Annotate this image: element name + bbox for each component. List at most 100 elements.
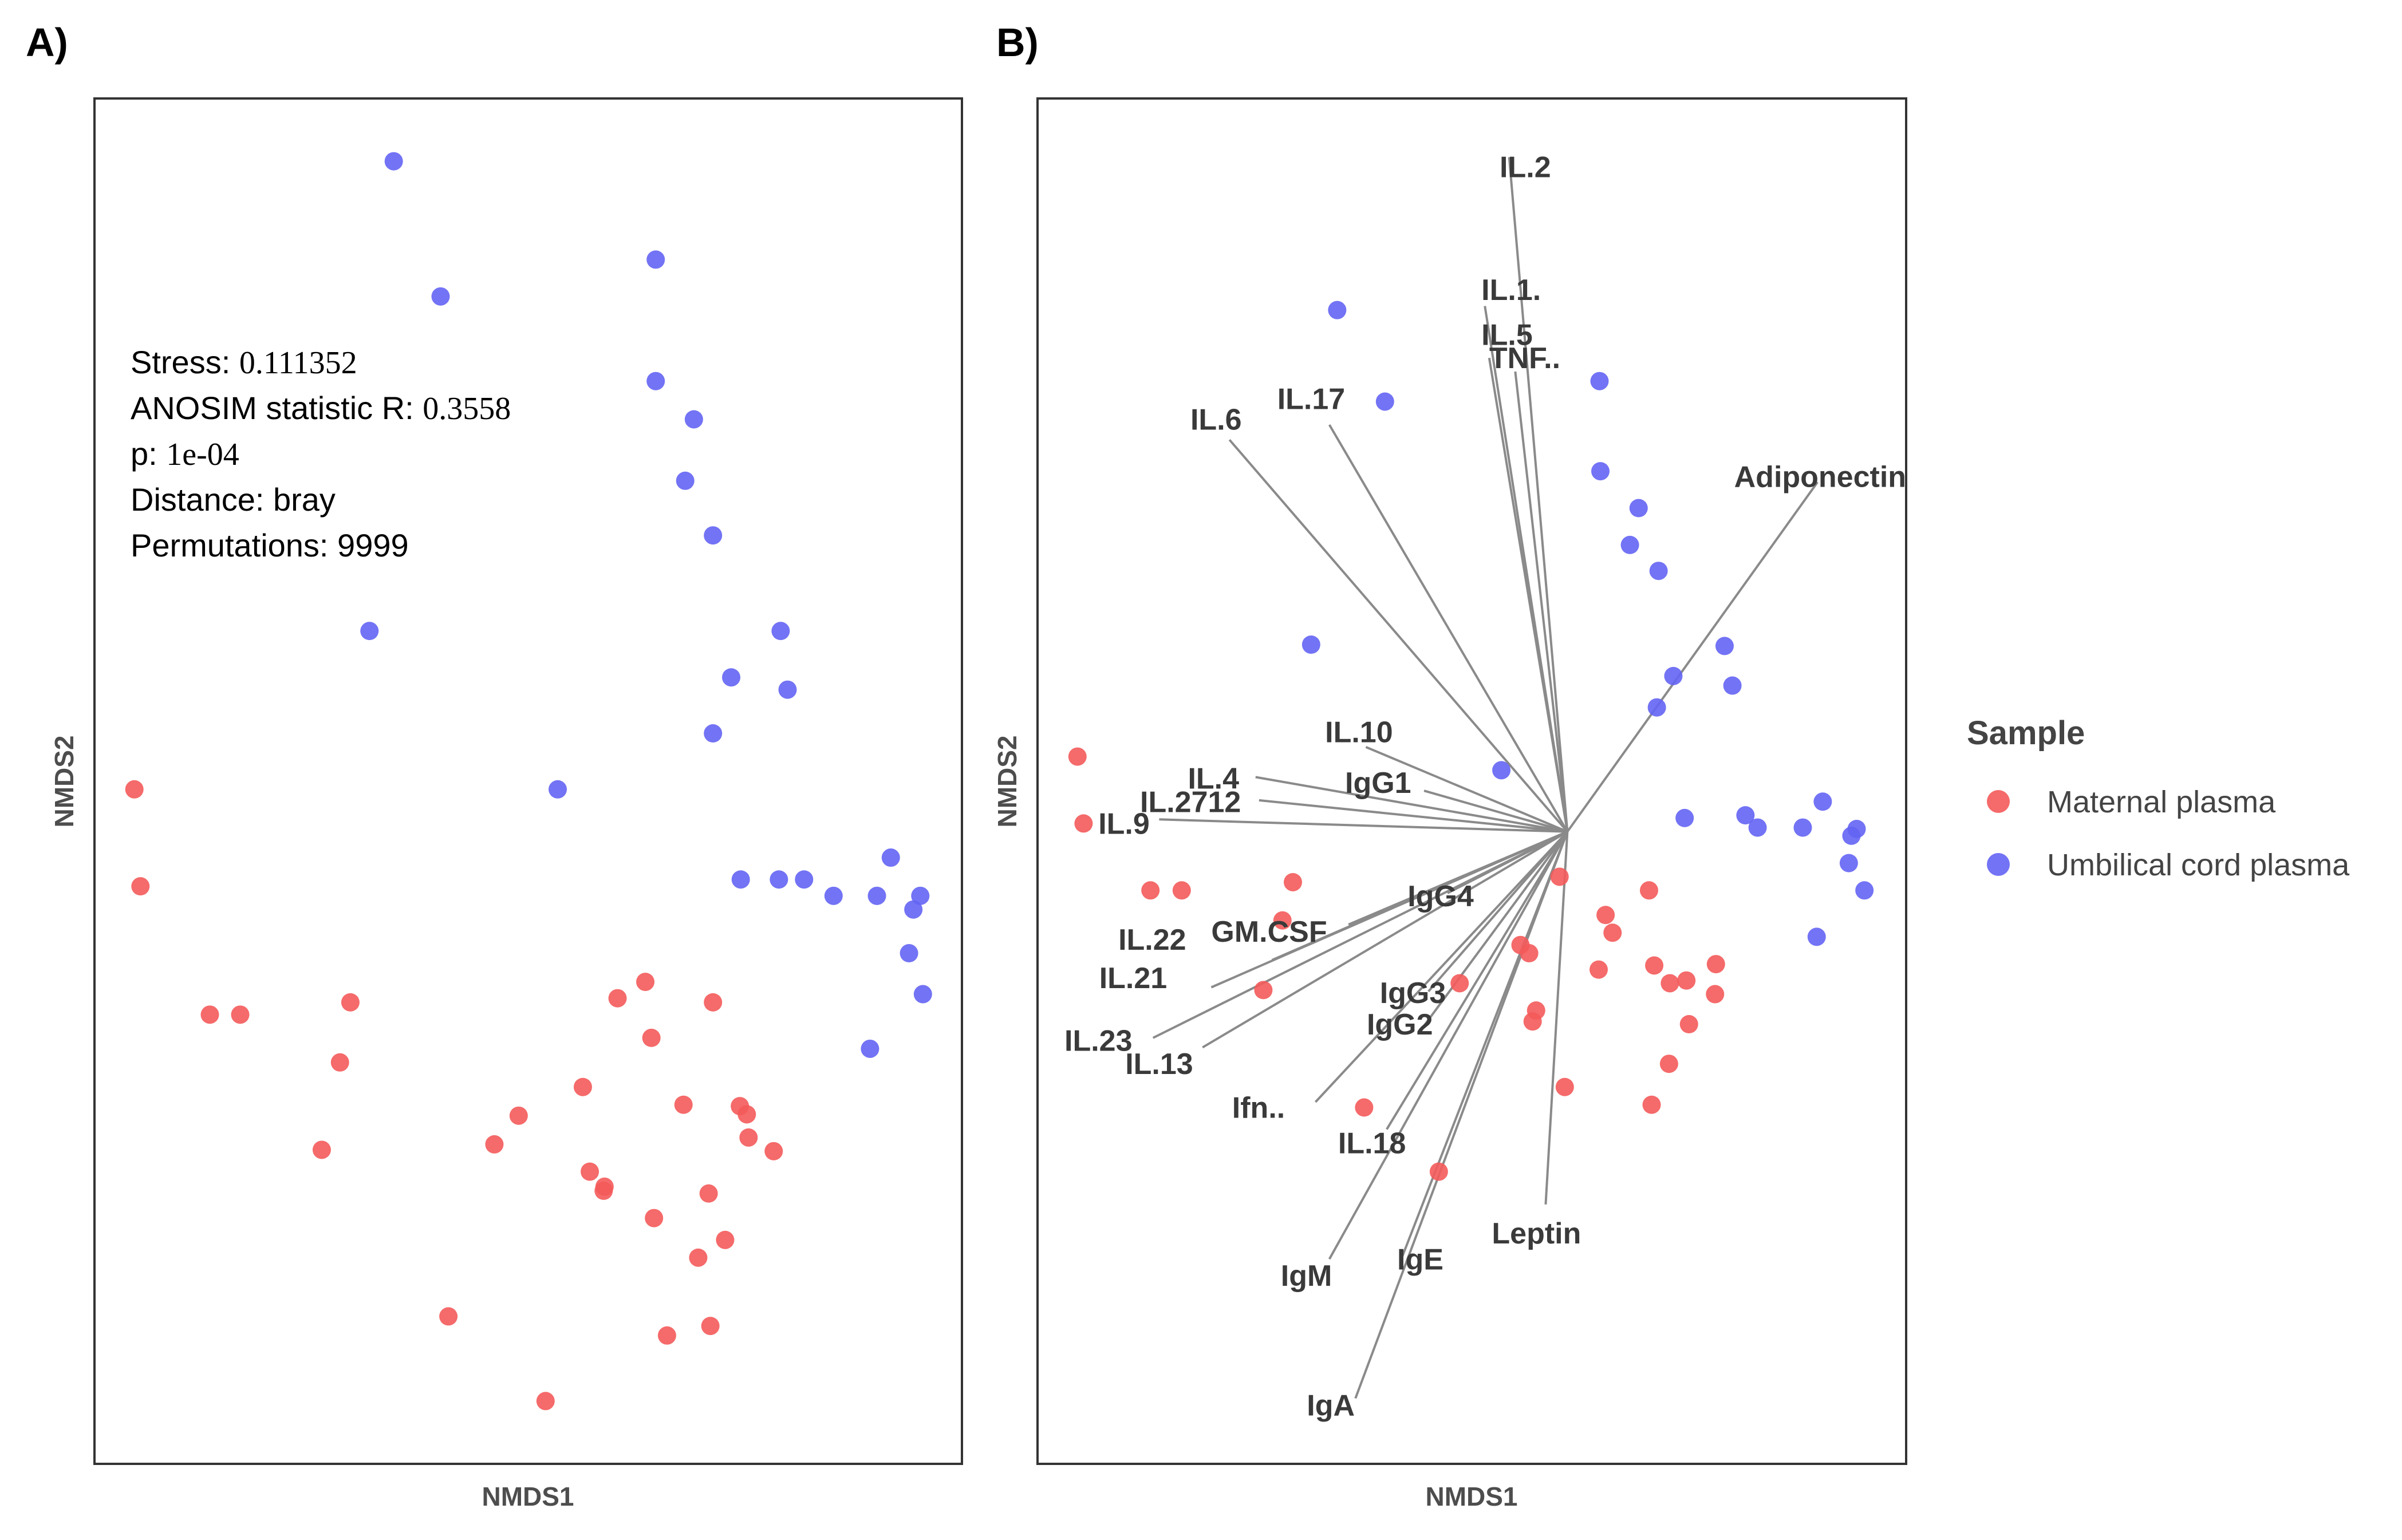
- panel-b-point-maternal: [1706, 985, 1725, 1004]
- panel-b-point-maternal: [1706, 955, 1725, 974]
- stats-key: p:: [131, 436, 166, 472]
- panel-b-point-umbilical: [1675, 808, 1694, 827]
- vector-igg1: [1423, 789, 1568, 833]
- legend-title: Sample: [1967, 714, 2085, 752]
- panel-b-point-umbilical: [1839, 854, 1858, 872]
- panel-a-point-maternal: [573, 1077, 592, 1096]
- panel-a-point-maternal: [131, 877, 150, 896]
- vector-label: IL.13: [1125, 1048, 1193, 1081]
- panel-a-point-umbilical: [778, 680, 797, 699]
- vector-label: IgA: [1307, 1389, 1355, 1422]
- panel-b-frame: [1036, 97, 1907, 1465]
- legend-item-label: Umbilical cord plasma: [2047, 848, 2350, 882]
- vector-label: IL.4: [1188, 763, 1239, 796]
- panel-a-point-umbilical: [824, 886, 843, 905]
- panel-b-point-maternal: [1068, 747, 1087, 766]
- vector-il-2712: [1259, 799, 1568, 833]
- panel-b-point-maternal: [1520, 944, 1539, 963]
- panel-b-point-maternal: [1659, 1055, 1678, 1073]
- panel-b-x-axis-title: NMDS1: [1425, 1482, 1517, 1511]
- panel-a-point-umbilical: [704, 526, 723, 545]
- panel-a-point-maternal: [689, 1248, 708, 1267]
- vector-igg2: [1422, 831, 1568, 1028]
- vector-label: IL.18: [1338, 1127, 1406, 1160]
- vector-label: IgM: [1281, 1259, 1332, 1293]
- panel-a-points: [125, 152, 932, 1411]
- panel-a-point-maternal: [642, 1028, 661, 1047]
- panel-a-point-maternal: [636, 973, 655, 992]
- panel-a-point-umbilical: [549, 780, 567, 799]
- panel-a-point-maternal: [485, 1135, 504, 1154]
- panel-b-point-maternal: [1677, 971, 1696, 990]
- stats-key: Distance: bray: [131, 481, 336, 518]
- panel-b-point-maternal: [1355, 1098, 1374, 1117]
- stats-line: p: 1e-04: [131, 436, 239, 472]
- panel-a-stats: Stress: 0.111352 ANOSIM statistic R: 0.35…: [131, 344, 511, 563]
- panel-a-point-maternal: [699, 1184, 718, 1203]
- vector-label: GM.CSF: [1211, 915, 1327, 949]
- panel-a-point-maternal: [312, 1140, 331, 1159]
- vector-label: IL.21: [1099, 962, 1168, 995]
- vector-label: IgG4: [1407, 880, 1474, 913]
- vector-label: IgE: [1397, 1243, 1443, 1276]
- panel-b-point-umbilical: [1649, 562, 1668, 581]
- panel-a-point-umbilical: [770, 870, 788, 889]
- panel-b-point-maternal: [1523, 1012, 1542, 1031]
- panel-a-point-umbilical: [881, 848, 900, 867]
- stats-value: 0.3558: [423, 391, 511, 427]
- panel-a-point-umbilical: [704, 724, 723, 743]
- vector-label: IL.2: [1500, 151, 1551, 184]
- vector-label: Adiponectin: [1734, 461, 1906, 494]
- panel-b-point-maternal: [1429, 1162, 1448, 1181]
- panel-a-point-maternal: [330, 1053, 349, 1072]
- panel-b-point-umbilical: [1301, 635, 1320, 654]
- panel-b-point-umbilical: [1629, 499, 1648, 518]
- vector-il-10: [1365, 746, 1568, 833]
- panel-b-point-maternal: [1645, 956, 1664, 975]
- vector-label: IL.9: [1098, 807, 1150, 840]
- legend-items: Maternal plasma Umbilical cord plasma: [1987, 785, 2350, 882]
- panel-a-point-maternal: [231, 1005, 250, 1024]
- panel-a-point-umbilical: [861, 1039, 879, 1058]
- panel-b-point-umbilical: [1793, 818, 1812, 837]
- panel-b-point-maternal: [1254, 981, 1273, 1000]
- panel-b-point-umbilical: [1855, 881, 1874, 900]
- panel-a-x-axis-title: NMDS1: [482, 1482, 574, 1511]
- vector-label: IL.10: [1325, 716, 1393, 749]
- panel-b-point-maternal: [1283, 872, 1302, 891]
- legend-swatch: [1987, 790, 2010, 813]
- stats-key: ANOSIM statistic R:: [131, 390, 423, 426]
- panel-b-point-maternal: [1450, 974, 1469, 993]
- vector-label: IL.17: [1277, 383, 1346, 416]
- vector-il-21: [1210, 830, 1568, 989]
- vector-il-2: [1508, 157, 1569, 832]
- panel-a-point-umbilical: [676, 471, 695, 490]
- panel-a-point-umbilical: [731, 870, 750, 889]
- panel-a-point-maternal: [125, 780, 144, 799]
- vector-label: IgG3: [1380, 977, 1446, 1010]
- vector-il-17: [1328, 424, 1569, 832]
- stats-value: 1e-04: [166, 437, 239, 472]
- panel-b-point-maternal: [1074, 814, 1093, 833]
- vector-il-13: [1202, 831, 1568, 1049]
- vector-label: IL.22: [1118, 923, 1186, 957]
- panel-a-point-umbilical: [431, 287, 450, 306]
- panel-a-point-maternal: [739, 1128, 758, 1147]
- legend-item-label: Maternal plasma: [2047, 785, 2276, 819]
- vector-leptin: [1544, 831, 1569, 1205]
- panel-b-point-maternal: [1273, 911, 1292, 930]
- panel-a-point-maternal: [200, 1005, 219, 1024]
- panel-b-point-umbilical: [1715, 637, 1734, 656]
- stats-key: Permutations: 9999: [131, 527, 409, 563]
- vector-label: IL.5: [1481, 319, 1533, 352]
- panel-a-point-maternal: [731, 1097, 750, 1116]
- panel-a-point-umbilical: [722, 668, 741, 687]
- panel-b-point-umbilical: [1620, 535, 1639, 554]
- panel-b-point-umbilical: [1736, 806, 1755, 825]
- panel-a-point-maternal: [581, 1162, 599, 1181]
- vector-adiponectin: [1566, 481, 1819, 832]
- vector-label: Leptin: [1492, 1217, 1581, 1250]
- vector-igg3: [1427, 831, 1568, 993]
